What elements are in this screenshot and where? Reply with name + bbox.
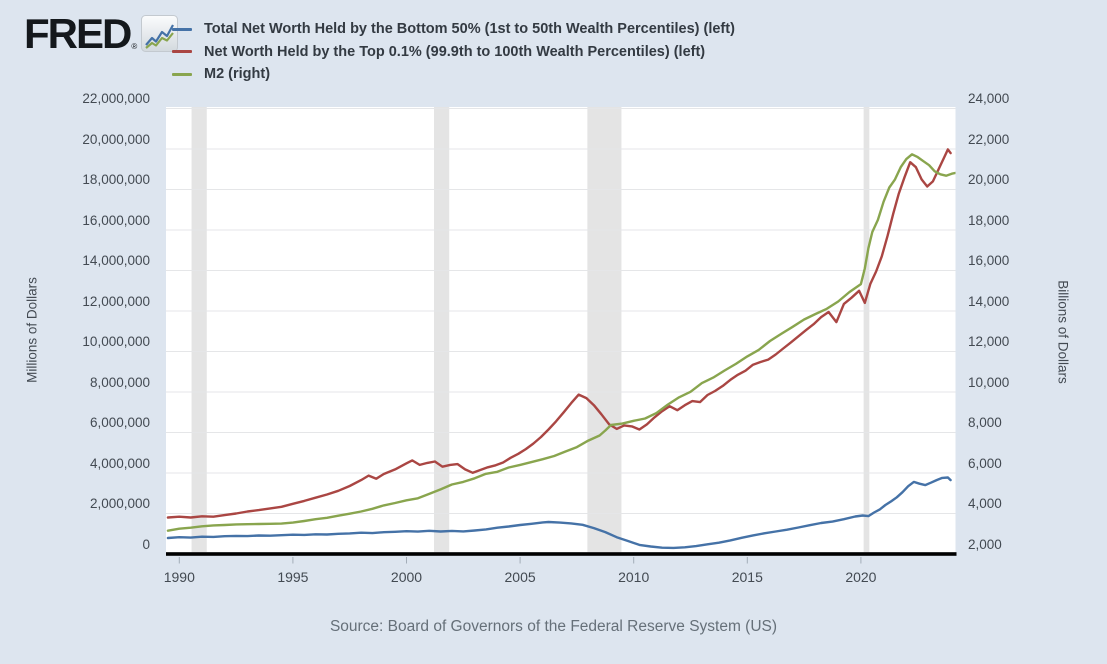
x-axis-tick-label: 1995 [277, 569, 309, 585]
legend-dash-m2-icon [172, 72, 192, 76]
y-axis-tick-label-left: 4,000,000 [89, 455, 150, 471]
x-axis-tick-label: 2010 [618, 569, 650, 585]
y-axis-tick-label-left: 2,000,000 [89, 496, 150, 511]
y-axis-tick-label-right: 18,000 [968, 212, 1010, 228]
x-axis-tick-label: 2020 [845, 569, 877, 585]
y-axis-tick-label-right: 2,000 [968, 536, 1002, 552]
y-axis-tick-label-left: 20,000,000 [82, 131, 150, 147]
y-axis-tick-label-right: 12,000 [968, 334, 1010, 349]
y-axis-tick-label-left: 0 [142, 536, 150, 552]
legend-dash-bottom-50-icon [172, 27, 192, 31]
y-axis-tick-label-left: 8,000,000 [89, 374, 150, 390]
registered-mark-icon: ® [131, 42, 138, 51]
fred-logo-text: FRED [24, 10, 132, 57]
y-axis-tick-label-left: 18,000,000 [82, 172, 150, 187]
y-axis-tick-label-right: 10,000 [968, 374, 1010, 390]
y-axis-tick-label-right: 16,000 [968, 253, 1010, 268]
y-axis-tick-label-right: 24,000 [968, 91, 1010, 106]
recession-band [863, 107, 870, 553]
legend-label-m2: M2 (right) [204, 66, 271, 83]
x-axis-tick-label: 2005 [504, 569, 536, 585]
fred-logo-chart-icon [141, 15, 179, 52]
x-axis-tick-label: 2000 [390, 569, 423, 585]
y-axis-tick-label-left: 10,000,000 [82, 334, 150, 349]
y-axis-tick-label-left: 22,000,000 [82, 91, 150, 106]
y-axis-tick-label-left: 12,000,000 [82, 293, 150, 309]
series-line-0[interactable] [166, 476, 952, 550]
legend-item-top-01[interactable]: Net Worth Held by the Top 0.1% (99.9th t… [172, 41, 735, 64]
plot-background [166, 107, 956, 553]
x-axis-tick-label: 1990 [163, 569, 195, 585]
fred-logo[interactable]: FRED ® [24, 10, 179, 57]
recession-band [587, 107, 622, 553]
recession-band [191, 107, 207, 553]
legend-label-bottom-50: Total Net Worth Held by the Bottom 50% (… [204, 21, 735, 38]
source-note: Source: Board of Governors of the Federa… [329, 618, 778, 635]
y-axis-tick-label-right: 4,000 [968, 496, 1002, 511]
y-axis-tick-label-left: 14,000,000 [82, 253, 150, 268]
x-axis-line [166, 552, 957, 556]
legend-label-top-01: Net Worth Held by the Top 0.1% (99.9th t… [204, 43, 706, 60]
y-axis-tick-label-left: 6,000,000 [89, 415, 150, 430]
recession-band [433, 107, 450, 553]
x-axis-tick-label: 2015 [731, 569, 763, 585]
y-axis-tick-label-right: 14,000 [968, 293, 1010, 309]
y-axis-tick-label-left: 16,000,000 [82, 212, 150, 228]
legend: Total Net Worth Held by the Bottom 50% (… [172, 18, 735, 86]
series-line-2[interactable] [166, 153, 956, 532]
legend-item-bottom-50[interactable]: Total Net Worth Held by the Bottom 50% (… [172, 18, 735, 41]
y-axis-tick-label-right: 6,000 [968, 455, 1002, 471]
series-line-1[interactable] [166, 148, 952, 519]
y-axis-tick-label-right: 22,000 [968, 131, 1010, 147]
legend-dash-top-01-icon [172, 50, 192, 54]
legend-item-m2[interactable]: M2 (right) [172, 63, 735, 86]
y-axis-tick-label-right: 20,000 [968, 172, 1010, 187]
y-axis-tick-label-right: 8,000 [968, 415, 1002, 430]
